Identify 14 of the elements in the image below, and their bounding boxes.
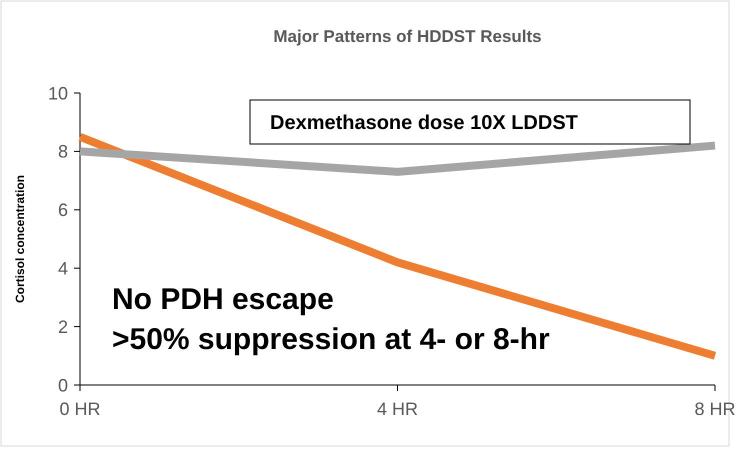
- y-tick-label: 4: [58, 258, 68, 278]
- annotation: >50% suppression at 4- or 8-hr: [112, 323, 550, 356]
- x-tick-label: 0 HR: [59, 399, 101, 419]
- annotation: Dexmethasone dose 10X LDDST: [270, 112, 578, 134]
- y-tick-label: 0: [58, 375, 68, 396]
- x-tick-label: 8 HR: [694, 399, 736, 419]
- y-tick-label: 8: [58, 142, 68, 162]
- x-tick-label: 4 HR: [376, 399, 418, 419]
- y-tick-label: 6: [58, 200, 68, 220]
- y-tick-label: 2: [58, 316, 68, 337]
- chart-title: Major Patterns of HDDST Results: [273, 27, 542, 46]
- annotation: No PDH escape: [112, 283, 334, 316]
- y-axis-title: Cortisol concentration: [13, 174, 27, 304]
- y-tick-label: 10: [48, 83, 68, 104]
